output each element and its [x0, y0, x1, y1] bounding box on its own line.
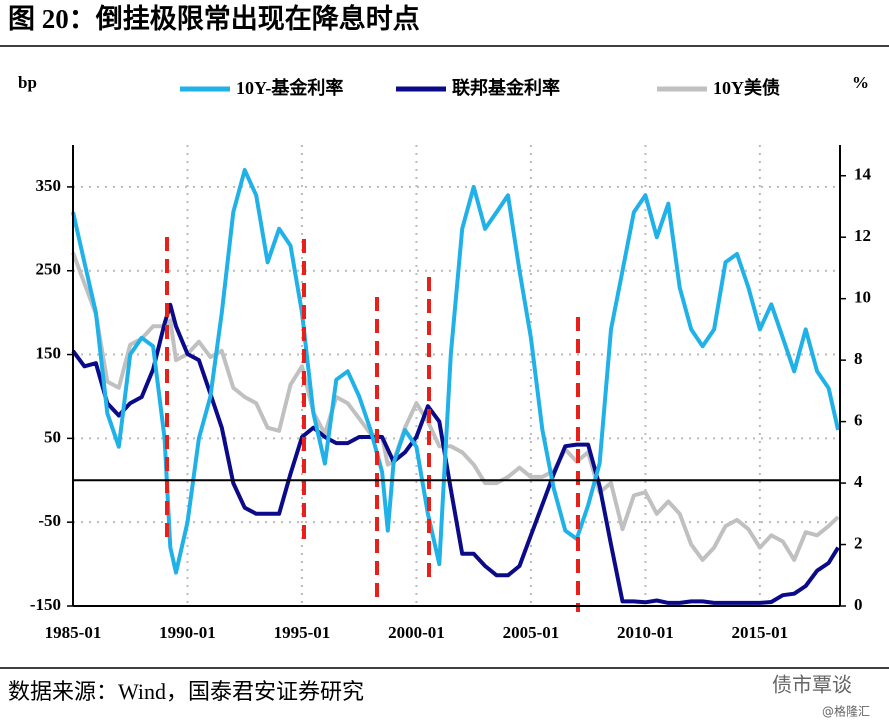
y-tick-label: 150	[36, 343, 62, 362]
y2-tick-label: 4	[854, 472, 863, 491]
y2-tick-label: 10	[854, 288, 871, 307]
y2-tick-label: 8	[854, 349, 863, 368]
series-line	[71, 302, 840, 605]
y-tick-label: 250	[36, 260, 62, 279]
x-tick-label: 1985-01	[45, 623, 102, 642]
y2-tick-label: 2	[854, 533, 863, 552]
x-tick-label: 2005-01	[503, 623, 560, 642]
y2-tick-label: 6	[854, 411, 863, 430]
x-tick-label: 1995-01	[274, 623, 331, 642]
plot-area	[71, 145, 841, 607]
y-tick-label: 50	[44, 427, 61, 446]
legend-label: 10Y美债	[713, 77, 780, 98]
inversion-markers	[165, 237, 580, 612]
y2-tick-label: 14	[854, 165, 872, 184]
legend-label: 10Y-基金利率	[236, 77, 343, 98]
y-tick-label: 350	[36, 176, 62, 195]
x-tick-label: 2000-01	[388, 623, 445, 642]
y2-axis-label: %	[852, 73, 869, 92]
y2-tick-label: 12	[854, 226, 871, 245]
watermark-sub: @格隆汇	[822, 704, 870, 719]
source-note: 数据来源：Wind，国泰君安证券研究	[8, 679, 364, 704]
y-tick-label: -150	[30, 595, 61, 614]
y-tick-label: -50	[38, 511, 61, 530]
legend-label: 联邦基金利率	[452, 77, 560, 98]
x-tick-label: 2015-01	[732, 623, 789, 642]
x-tick-label: 1990-01	[159, 623, 216, 642]
x-tick-label: 2010-01	[617, 623, 674, 642]
y-axis-label: bp	[18, 73, 37, 92]
chart-title: 图 20：倒挂极限常出现在降息时点	[8, 3, 420, 34]
watermark: 债市覃谈	[772, 673, 852, 697]
y2-tick-label: 0	[854, 595, 863, 614]
